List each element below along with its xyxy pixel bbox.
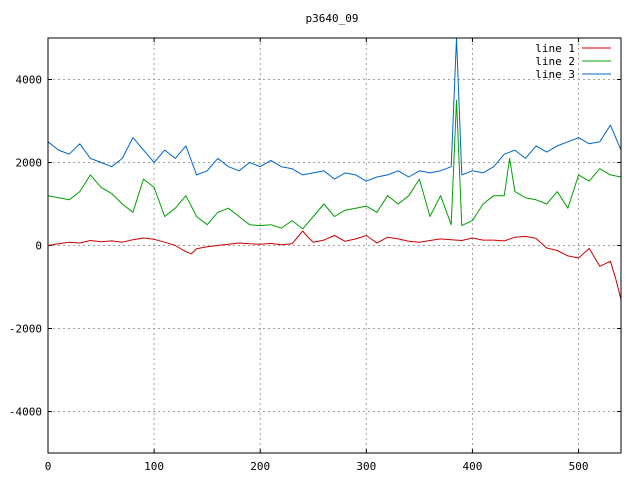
- y-tick-label: 4000: [16, 74, 43, 87]
- legend-label: line 2: [535, 55, 575, 68]
- series-lines: [47, 37, 622, 300]
- grid-lines: [48, 38, 621, 453]
- y-tick-label: -4000: [9, 406, 42, 419]
- x-tick-label: 500: [569, 460, 589, 473]
- plot-frame: [47, 37, 622, 454]
- series-line-3: [47, 37, 622, 182]
- x-tick-label: 400: [463, 460, 483, 473]
- x-tick-label: 200: [250, 460, 270, 473]
- chart-title: p3640_09: [306, 12, 359, 25]
- legend-label: line 1: [535, 42, 575, 55]
- legend-label: line 3: [535, 68, 575, 81]
- x-tick-label: 300: [356, 460, 376, 473]
- series-line-1: [47, 230, 622, 300]
- x-tick-label: 100: [144, 460, 164, 473]
- y-tick-label: 0: [35, 240, 42, 253]
- y-tick-label: -2000: [9, 323, 42, 336]
- x-axis-ticks: 0 100 200 300 400 500: [45, 38, 589, 473]
- series-line-2: [47, 99, 622, 230]
- x-tick-label: 0: [45, 460, 52, 473]
- y-tick-label: 2000: [16, 157, 43, 170]
